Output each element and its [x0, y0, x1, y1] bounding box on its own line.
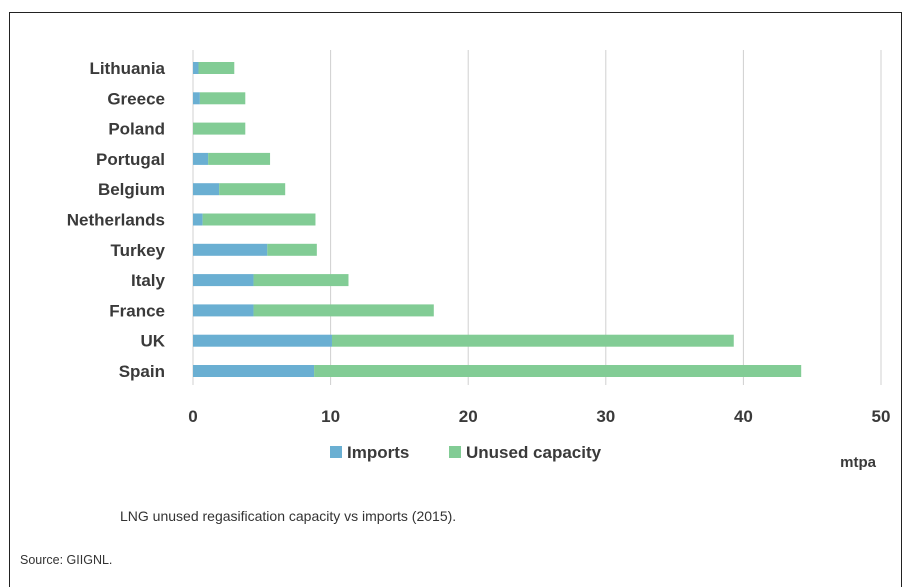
bar-unused-capacity — [202, 213, 316, 226]
bar-imports — [193, 92, 200, 105]
category-label: Spain — [119, 362, 165, 381]
figure-caption: LNG unused regasification capacity vs im… — [120, 508, 457, 524]
bar-unused-capacity — [331, 334, 734, 347]
category-label: Netherlands — [67, 211, 165, 230]
bar-unused-capacity — [253, 274, 349, 287]
x-tick-label: 10 — [321, 407, 340, 426]
legend-label: Unused capacity — [466, 443, 602, 462]
category-label: Greece — [107, 89, 165, 108]
legend: Imports Unused capacity — [330, 443, 602, 462]
bar-unused-capacity — [198, 62, 235, 74]
category-label: Lithuania — [89, 59, 165, 78]
bars — [193, 62, 802, 377]
category-label: Poland — [108, 120, 165, 139]
category-label: Belgium — [98, 180, 165, 199]
bar-imports — [193, 274, 254, 287]
bar-unused-capacity — [193, 122, 246, 135]
bar-imports — [193, 62, 199, 74]
legend-swatch — [330, 446, 342, 458]
bar-unused-capacity — [253, 304, 434, 317]
bar-imports — [193, 183, 220, 196]
bar-imports — [193, 243, 268, 256]
category-label: Italy — [131, 271, 166, 290]
category-label: France — [109, 301, 165, 320]
category-label: UK — [140, 332, 165, 351]
bar-imports — [193, 365, 315, 377]
category-label: Portugal — [96, 150, 165, 169]
category-labels: Lithuania Greece Poland Portugal Belgium Neth… — [67, 59, 166, 381]
bar-unused-capacity — [219, 183, 286, 196]
x-tick-label: 30 — [596, 407, 615, 426]
bar-unused-capacity — [267, 243, 317, 256]
x-tick-label: 40 — [734, 407, 753, 426]
x-tick-label: 20 — [459, 407, 478, 426]
bar-unused-capacity — [208, 152, 271, 165]
unit-label: mtpa — [840, 454, 876, 471]
legend-label: Imports — [347, 443, 409, 462]
x-tick-label: 50 — [872, 407, 891, 426]
bar-imports — [193, 304, 254, 317]
gridlines — [192, 50, 882, 385]
bar-imports — [193, 213, 203, 226]
bar-unused-capacity — [199, 92, 246, 105]
bar-unused-capacity — [314, 365, 802, 377]
figure-frame — [9, 12, 902, 587]
chart: Lithuania Greece Poland Portugal Belgium Neth… — [67, 50, 890, 471]
source-note: Source: GIIGNL. — [20, 553, 113, 567]
x-tick-label: 0 — [188, 407, 197, 426]
x-tick-labels: 0 10 20 30 40 50 — [188, 407, 890, 426]
category-label: Turkey — [111, 241, 166, 260]
legend-swatch — [449, 446, 461, 458]
bar-imports — [193, 152, 209, 165]
bar-imports — [193, 334, 332, 347]
